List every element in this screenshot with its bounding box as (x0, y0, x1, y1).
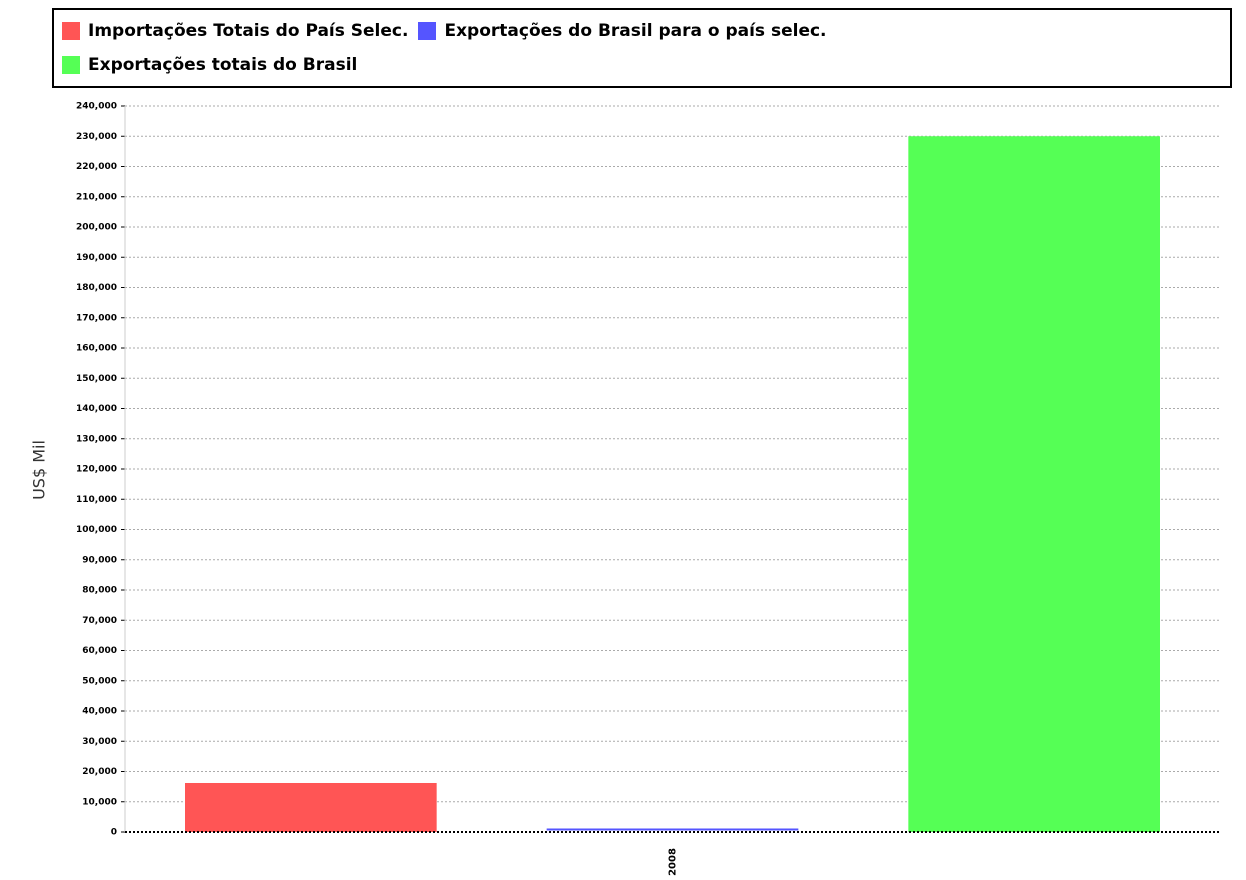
y-tick-label: 190,000 (76, 253, 117, 263)
legend-label: Importações Totais do País Selec. (88, 21, 409, 41)
y-tick-label: 140,000 (76, 404, 117, 414)
legend: Importações Totais do País Selec. Exporta… (52, 8, 1232, 88)
legend-item: Exportações totais do Brasil (62, 55, 1212, 75)
y-tick-label: 60,000 (82, 646, 117, 656)
y-tick-label: 170,000 (76, 313, 117, 323)
y-tick-label: 40,000 (82, 707, 117, 717)
legend-swatch (62, 56, 80, 74)
y-tick-label: 130,000 (76, 434, 117, 444)
bar (908, 136, 1160, 832)
y-tick-label: 200,000 (76, 223, 117, 233)
x-tick-label: 2008 (668, 848, 679, 876)
y-tick-label: 80,000 (82, 586, 117, 596)
y-tick-label: 110,000 (76, 495, 117, 505)
y-tick-label: 20,000 (82, 767, 117, 777)
legend-swatch (418, 22, 437, 40)
y-tick-label: 230,000 (76, 132, 117, 142)
legend-item: Importações Totais do País Selec. (62, 21, 408, 41)
legend-label: Exportações totais do Brasil (88, 55, 358, 75)
y-tick-label: 90,000 (82, 555, 117, 565)
y-tick-label: 70,000 (82, 616, 117, 626)
y-tick-label: 240,000 (76, 102, 117, 112)
y-tick-label: 210,000 (76, 192, 117, 202)
y-tick-label: 100,000 (76, 525, 117, 535)
y-tick-label: 180,000 (76, 283, 117, 293)
y-tick-label: 30,000 (82, 737, 117, 747)
y-tick-label: 150,000 (76, 374, 117, 384)
y-tick-label: 50,000 (82, 676, 117, 686)
legend-swatch (62, 22, 80, 40)
y-tick-label: 220,000 (76, 162, 117, 172)
y-tick-label: 120,000 (76, 465, 117, 475)
y-tick-label: 160,000 (76, 344, 117, 354)
y-tick-label: 10,000 (82, 797, 117, 807)
legend-item: Exportações do Brasil para o país selec. (418, 21, 827, 41)
y-tick-label: 0 (111, 828, 117, 838)
bar (185, 782, 437, 832)
legend-label: Exportações do Brasil para o país selec. (444, 21, 827, 41)
y-axis-label: US$ Mil (30, 440, 49, 500)
bar (546, 828, 799, 831)
